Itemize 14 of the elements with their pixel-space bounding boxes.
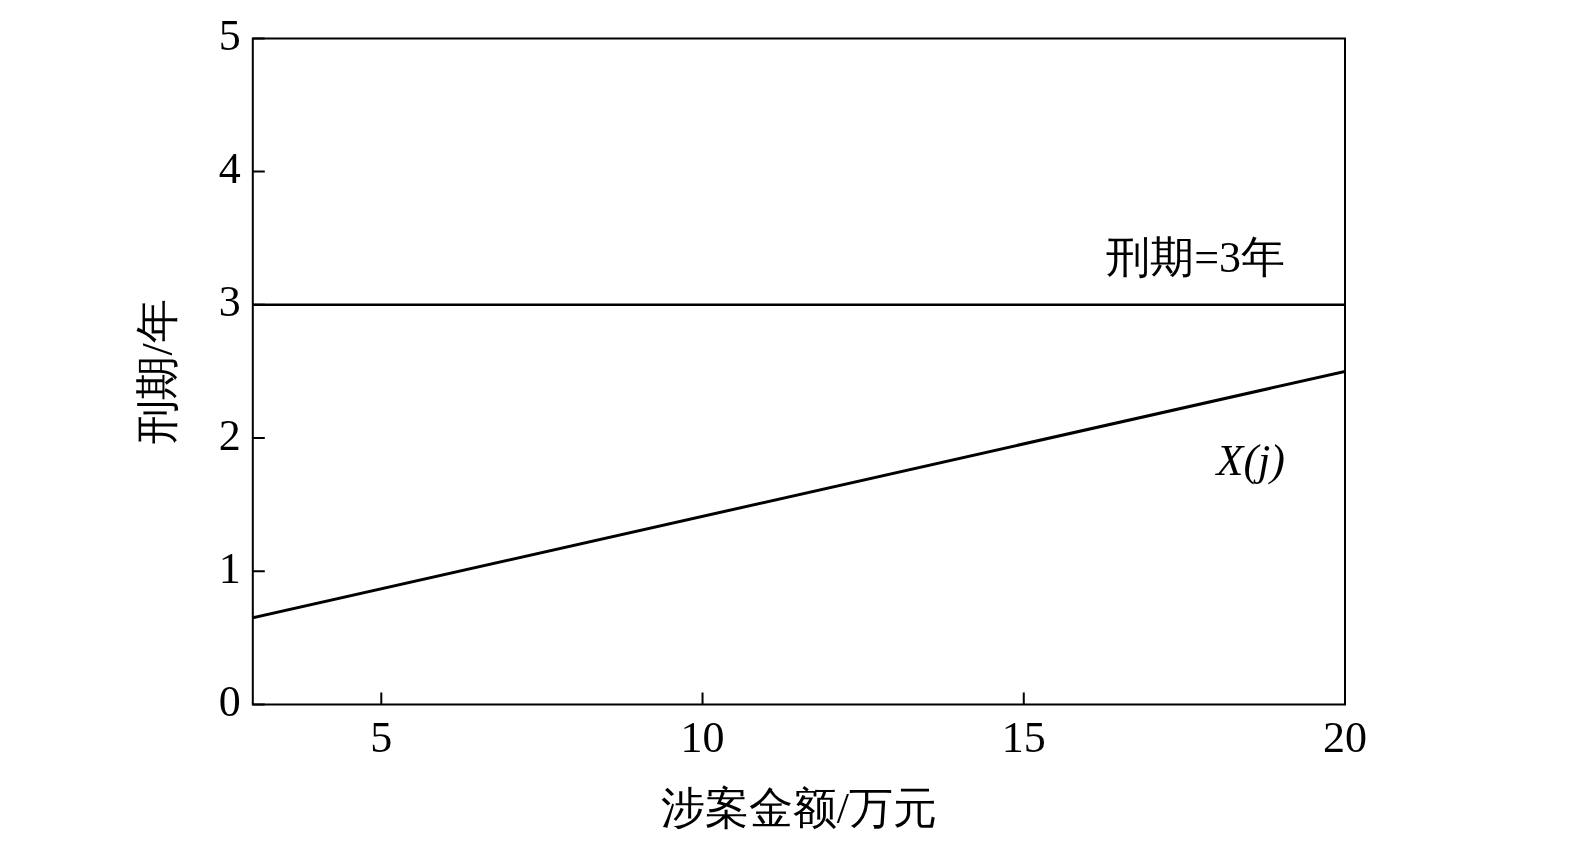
series-label: X(j) (1214, 435, 1285, 485)
y-tick-label: 3 (218, 277, 241, 327)
y-tick-label: 5 (218, 10, 241, 60)
x-tick-label: 10 (680, 713, 725, 763)
y-tick-label: 1 (218, 543, 241, 593)
y-tick-label: 4 (218, 144, 241, 194)
ref-line-label: 刑期=3年 (1106, 233, 1285, 283)
x-axis-title: 涉案金额/万元 (660, 784, 938, 834)
y-tick-label: 2 (218, 410, 241, 460)
x-tick-label: 20 (1323, 713, 1367, 763)
y-axis-title: 刑期/年 (132, 299, 182, 444)
x-tick-label: 5 (370, 713, 393, 763)
y-tick-label: 0 (218, 676, 241, 726)
x-tick-label: 15 (1001, 713, 1046, 763)
